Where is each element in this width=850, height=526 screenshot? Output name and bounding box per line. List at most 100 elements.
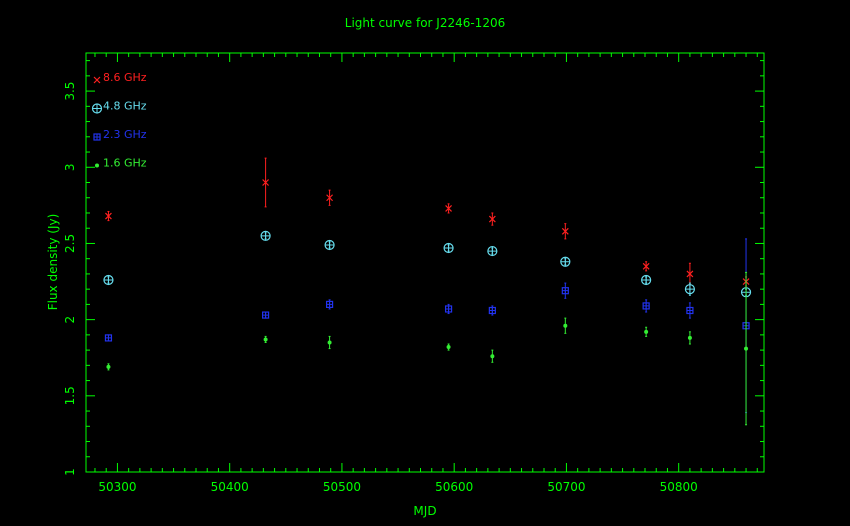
marker-plus — [325, 240, 335, 250]
data-point — [563, 323, 568, 328]
chart-title: Light curve for J2246-1206 — [345, 16, 505, 30]
data-point — [487, 245, 498, 257]
marker-cross — [445, 204, 452, 212]
marker-plus — [92, 104, 102, 113]
marker-plus — [262, 312, 269, 319]
data-point — [443, 242, 454, 254]
y-tick-label: 2 — [63, 316, 77, 324]
data-point — [445, 204, 452, 212]
legend-label: 1.6 GHz — [103, 157, 147, 170]
marker-cross — [488, 215, 496, 223]
marker-plus — [445, 305, 452, 312]
marker-cross — [561, 227, 569, 235]
y-tick-label: 1 — [63, 468, 77, 476]
data-point — [263, 337, 268, 342]
data-point — [642, 262, 650, 270]
marker-dot — [95, 163, 99, 168]
x-tick-label: 50700 — [547, 480, 585, 494]
marker-cross — [262, 179, 270, 186]
legend-marker — [93, 76, 101, 84]
marker-dot — [490, 354, 495, 359]
marker-dot — [327, 340, 332, 345]
data-point — [644, 329, 649, 334]
y-axis-label: Flux density (Jy) — [46, 214, 60, 311]
legend-label: 2.3 GHz — [103, 128, 147, 141]
x-tick-label: 50800 — [660, 480, 698, 494]
y-tick-label: 3 — [63, 163, 77, 171]
legend: 8.6 GHz 4.8 GHz 2.3 GHz 1.6 GHz — [91, 71, 147, 170]
data-point — [260, 230, 271, 241]
x-tick-label: 50600 — [435, 480, 473, 494]
data-point — [327, 340, 332, 345]
x-tick-label: 50400 — [211, 480, 249, 494]
marker-plus — [261, 231, 271, 241]
marker-dot — [263, 337, 268, 342]
series-8-6-ghz — [105, 157, 750, 287]
marker-dot — [106, 364, 111, 369]
marker-dot — [687, 335, 692, 340]
legend-marker — [95, 163, 99, 168]
y-tick-label: 1.5 — [63, 386, 77, 405]
series-4-8-ghz — [103, 230, 752, 298]
marker-plus — [685, 284, 695, 294]
data-point — [325, 300, 334, 308]
data-point — [262, 311, 270, 319]
marker-plus — [562, 287, 569, 294]
marker-plus — [487, 246, 497, 256]
data-point — [560, 256, 571, 267]
data-marks — [103, 157, 752, 426]
y-tick-label: 2.5 — [63, 234, 77, 253]
legend-marker — [93, 133, 101, 141]
data-point — [684, 284, 696, 295]
data-point — [490, 354, 495, 359]
x-axis-label: MJD — [413, 504, 436, 518]
marker-plus — [326, 301, 333, 308]
marker-dot — [744, 346, 749, 351]
plot-frame — [85, 52, 765, 473]
series-2-3-ghz — [104, 238, 750, 414]
marker-plus — [444, 243, 454, 253]
data-point — [642, 302, 650, 310]
data-point — [444, 305, 453, 313]
marker-plus — [103, 275, 113, 285]
marker-dot — [563, 323, 568, 328]
marker-cross — [93, 76, 101, 84]
marker-dot — [644, 329, 649, 334]
marker-cross — [686, 270, 694, 278]
data-point — [103, 274, 114, 286]
data-point — [262, 179, 270, 186]
axis-ticks: 50300 50400 50500 50600 50700 50800 1 1.5 2 2.5 3 3… — [63, 53, 764, 494]
legend-marker — [91, 103, 103, 114]
x-tick-label: 50500 — [323, 480, 361, 494]
legend-label: 8.6 GHz — [103, 71, 147, 84]
data-point — [446, 345, 451, 350]
marker-cross — [326, 194, 334, 202]
data-point — [488, 215, 496, 223]
marker-cross — [105, 212, 112, 220]
data-point — [324, 239, 335, 251]
marker-plus — [489, 307, 496, 314]
marker-plus — [94, 134, 100, 140]
marker-plus — [686, 307, 693, 314]
data-point — [561, 287, 569, 295]
series-1-6-ghz — [106, 271, 749, 426]
marker-dot — [446, 345, 451, 350]
data-point — [641, 274, 652, 286]
marker-plus — [641, 275, 651, 285]
marker-cross — [642, 262, 650, 270]
y-tick-label: 3.5 — [63, 82, 77, 101]
data-point — [105, 212, 112, 220]
data-point — [687, 335, 692, 340]
x-tick-label: 50300 — [98, 480, 136, 494]
data-point — [686, 270, 694, 278]
data-point — [104, 334, 113, 342]
data-point — [106, 364, 111, 369]
data-point — [488, 306, 496, 315]
data-point — [326, 194, 334, 202]
legend-label: 4.8 GHz — [103, 100, 147, 113]
marker-plus — [105, 334, 112, 341]
marker-plus — [560, 257, 570, 267]
data-point — [744, 346, 749, 351]
data-point — [686, 306, 694, 315]
